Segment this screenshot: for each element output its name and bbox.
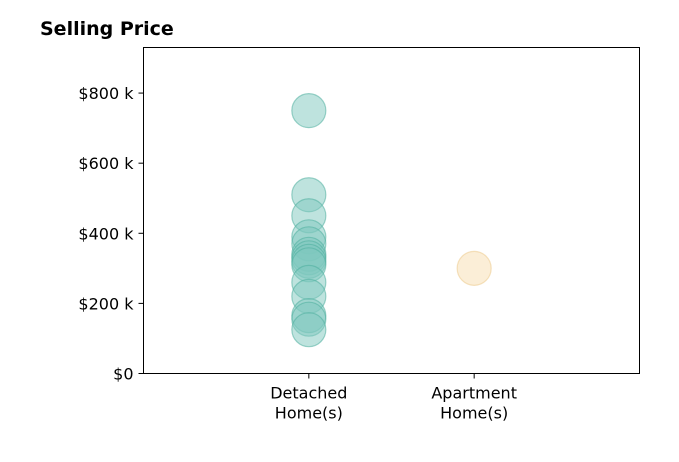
- x-axis: Detached Home(s) Apartment Home(s): [270, 373, 517, 423]
- y-tick-label: $600 k: [78, 154, 134, 173]
- x-tick-label: Detached Home(s): [270, 384, 347, 423]
- scatter-point: [456, 250, 492, 286]
- plot-frame: [143, 47, 640, 374]
- points-layer: [291, 92, 492, 348]
- y-axis: $0 $200 k $400 k $600 k $800 k: [78, 84, 144, 384]
- x-tick-label: Apartment Home(s): [431, 384, 517, 423]
- scatter-point: [291, 312, 327, 348]
- y-tick-label: $200 k: [78, 294, 134, 313]
- chart-title: Selling Price: [40, 18, 174, 40]
- y-tick-label: $800 k: [78, 84, 134, 103]
- scatter-point: [291, 92, 327, 129]
- y-tick-label: $0: [113, 365, 133, 384]
- y-tick-label: $400 k: [78, 224, 134, 243]
